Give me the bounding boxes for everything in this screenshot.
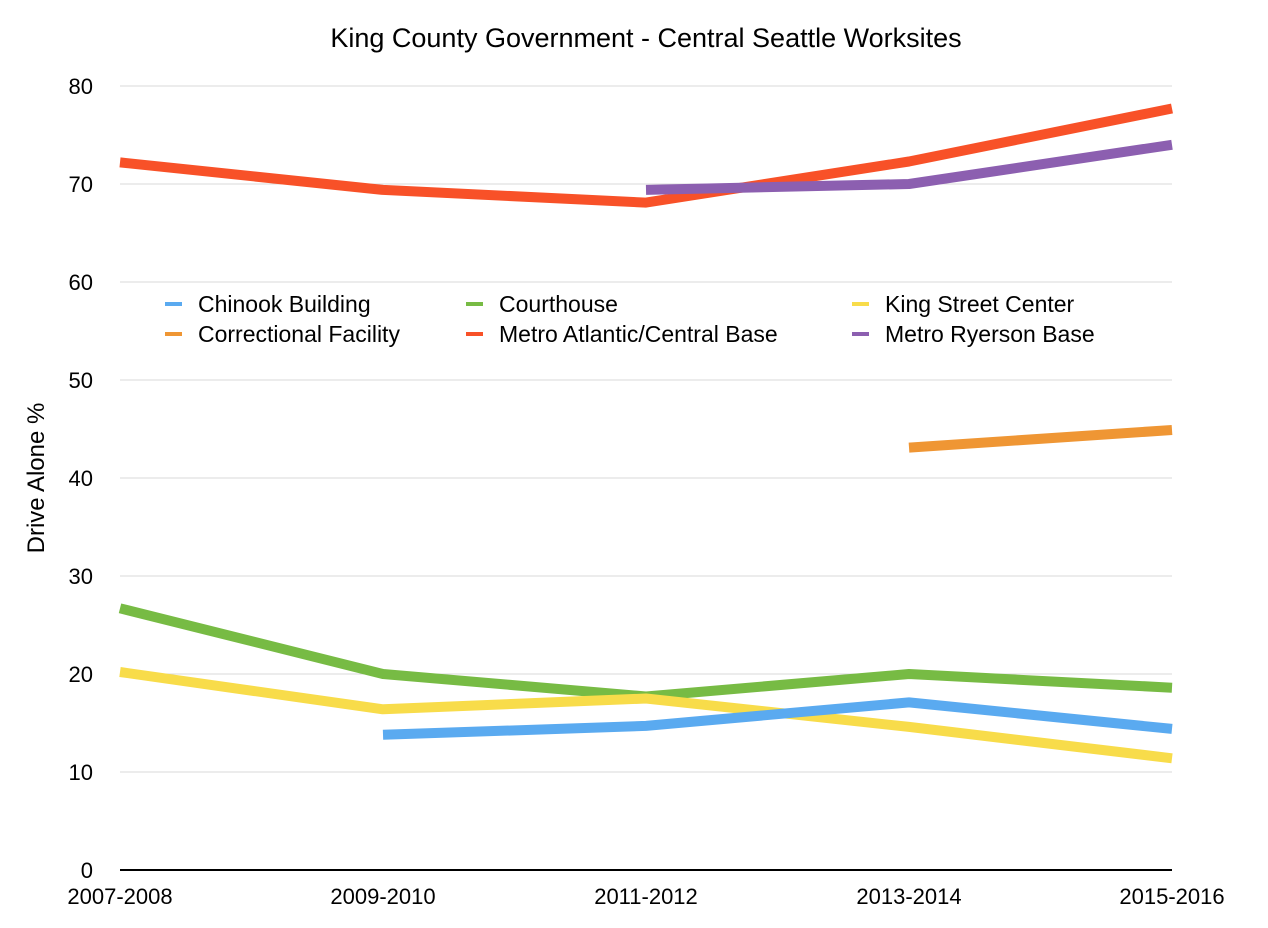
x-tick-label: 2013-2014 [856,884,961,909]
y-tick-label: 60 [69,270,93,295]
y-axis-label: Drive Alone % [23,403,50,554]
y-tick-label: 20 [69,662,93,687]
legend-label: King Street Center [885,291,1075,317]
legend-item-chinook-building: Chinook Building [165,291,371,317]
series-line-metro-atlantic-central-base [119,103,1173,208]
series-line-chinook-building [382,697,1173,740]
y-tick-label: 70 [69,172,93,197]
series-line-courthouse [118,603,1173,702]
legend: Chinook Building Courthouse King Street Ce… [165,291,1095,347]
legend-item-metro-ryerson-base: Metro Ryerson Base [852,321,1095,347]
legend-item-correctional-facility: Correctional Facility [165,321,400,347]
y-tick-label: 30 [69,564,93,589]
legend-item-metro-atlantic-central-base: Metro Atlantic/Central Base [466,321,778,347]
legend-label: Metro Atlantic/Central Base [499,321,778,347]
legend-label: Courthouse [499,291,618,317]
legend-label: Chinook Building [198,291,371,317]
legend-label: Correctional Facility [198,321,400,347]
y-tick-label: 40 [69,466,93,491]
y-tick-label: 10 [69,760,93,785]
axis-layer: 0 10 20 30 40 50 60 70 80 2007-2008 2009-2010 2011-… [67,74,1224,909]
y-tick-label: 0 [81,858,93,883]
legend-label: Metro Ryerson Base [885,321,1095,347]
x-tick-label: 2011-2012 [594,884,698,909]
x-tick-label: 2007-2008 [67,884,172,909]
y-tick-label: 50 [69,368,93,393]
series-line-correctional-facility [908,425,1173,453]
series-line-king-street-center [119,667,1173,764]
legend-item-king-street-center: King Street Center [852,291,1075,317]
x-tick-label: 2015-2016 [1119,884,1224,909]
series-layer [118,103,1173,764]
x-tick-label: 2009-2010 [330,884,435,909]
chart-title: King County Government - Central Seattle… [330,23,961,53]
legend-item-courthouse: Courthouse [466,291,618,317]
y-tick-label: 80 [69,74,93,99]
series-line-metro-ryerson-base [645,139,1173,195]
